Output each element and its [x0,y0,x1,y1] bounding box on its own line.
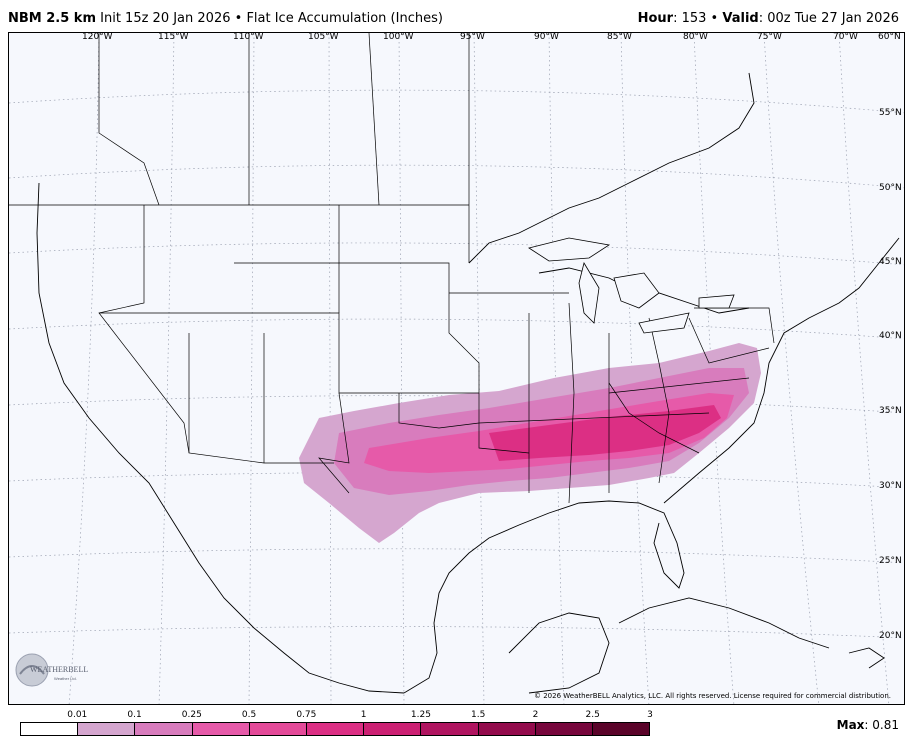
lon-label-105w: 105°W [308,32,339,42]
ice-accumulation-field [299,343,761,543]
lon-label-95w: 95°W [460,32,485,42]
color-scale-tick-label: 0.5 [241,710,257,720]
color-scale-tick-label: 3 [647,710,653,720]
color-scale-tick-label: 0.75 [296,710,317,720]
color-scale-tick-label: 0.25 [181,710,202,720]
great-lakes [528,237,735,334]
lon-label-85w: 85°W [607,32,632,42]
state-borders [9,33,775,504]
lon-label-115w: 115°W [158,32,189,42]
max-value: : 0.81 [864,718,899,732]
lat-label-55n: 55°N [879,108,902,118]
init-time: Init 15z 20 Jan 2026 [100,11,231,26]
color-scale-tick-label: 1 [360,710,367,720]
color-scale-segment [306,723,365,735]
lon-label-120w: 120°W [82,32,113,42]
color-scale-tick-label: 2 [532,710,539,720]
lon-label-90w: 90°W [534,32,559,42]
max-value-label: Max: 0.81 [837,718,899,732]
color-scale-segment [21,723,79,735]
forecast-time: Hour: 153 • Valid: 00z Tue 27 Jan 2026 [638,11,899,26]
color-scale-segment [478,723,536,735]
max-label-text: Max [836,718,865,732]
color-scale-bar [20,722,650,736]
valid-value: : 00z Tue 27 Jan 2026 [758,11,899,26]
color-scale-tick-label: 2.5 [585,710,600,720]
valid-label: Valid [722,11,759,26]
logo-text: WEATHERBELL [30,665,88,674]
coastlines [36,72,900,694]
lat-label-30n: 30°N [879,481,902,491]
color-scale-tick-label: 1.25 [410,710,431,720]
color-scale-segment [592,723,650,735]
lon-label-80w: 80°W [683,32,708,42]
map-canvas [9,33,904,704]
graticule [9,33,904,704]
logo-graphic: WEATHERBELL Weather Ltd. [15,653,88,687]
color-scale-segment [78,723,136,735]
hour-value: : 153 • [673,11,719,26]
color-scale-segment [192,723,250,735]
color-scale-segment [421,723,479,735]
lon-label-110w: 110°W [233,32,264,42]
lat-label-25n: 25°N [879,556,902,566]
color-scale-segment [364,723,422,735]
title-separator: • [234,11,243,26]
lon-label-100w: 100°W [383,32,414,42]
lat-label-40n: 40°N [879,331,902,341]
lon-label-75w: 75°W [757,32,782,42]
lat-label-60n: 60°N [878,32,901,42]
color-scale-tick-label: 0.01 [67,710,88,720]
lon-label-70w: 70°W [833,32,858,42]
lat-label-20n: 20°N [879,631,902,641]
map-frame [8,32,905,705]
map-title: NBM 2.5 km Init 15z 20 Jan 2026 • Flat I… [8,11,443,26]
product-name: Flat Ice Accumulation (Inches) [246,11,443,26]
lat-label-50n: 50°N [879,183,902,193]
color-scale-segment [249,723,307,735]
copyright-notice: © 2026 WeatherBELL Analytics, LLC. All r… [534,692,891,700]
hour-label: Hour [637,11,674,26]
logo-subtext: Weather Ltd. [54,676,77,681]
color-scale-tick-label: 1.5 [471,710,486,720]
lat-label-35n: 35°N [879,406,902,416]
lat-label-45n: 45°N [879,257,902,267]
color-scale-segment [135,723,193,735]
color-scale-tick-label: 0.1 [127,710,142,720]
model-name: NBM 2.5 km [8,11,96,26]
weatherbell-logo: WEATHERBELL Weather Ltd. [14,650,94,690]
color-scale-segment [535,723,593,735]
map-header: NBM 2.5 km Init 15z 20 Jan 2026 • Flat I… [0,0,913,32]
